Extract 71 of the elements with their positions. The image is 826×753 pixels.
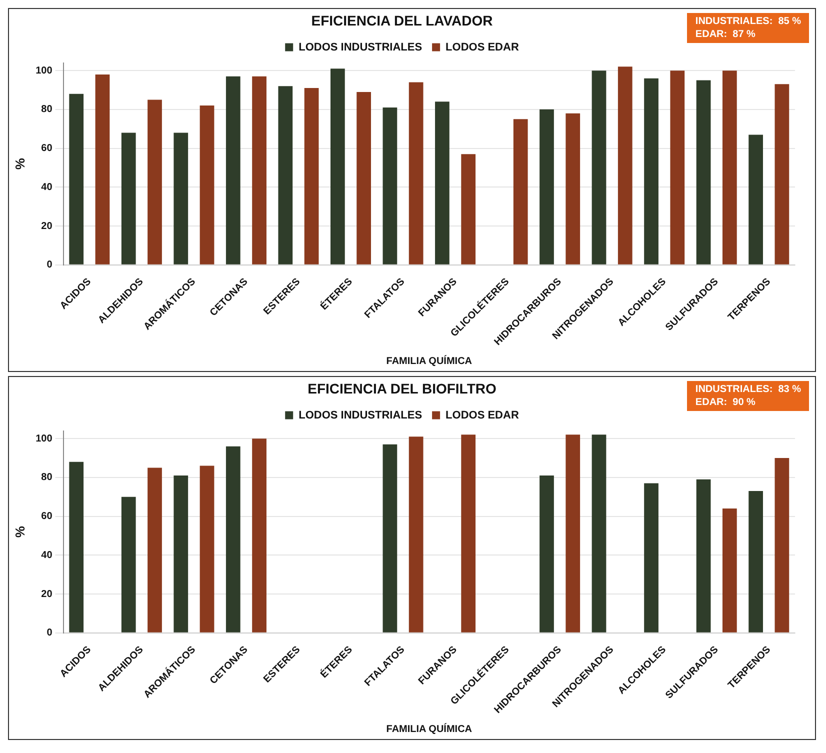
bar: [69, 94, 84, 264]
bar: [592, 434, 606, 632]
bar: [148, 100, 162, 264]
legend-label: LODOS EDAR: [446, 41, 519, 54]
x-axis-title: FAMILIA QUÍMICA: [386, 354, 472, 367]
y-tick-label: 40: [41, 182, 53, 193]
y-tick-label: 100: [36, 433, 53, 444]
bar: [278, 86, 293, 264]
text: INDUSTRIALES: 85 %: [695, 15, 801, 28]
bar: [226, 76, 240, 264]
text: EDAR: 90 %: [695, 396, 756, 409]
bar: [148, 468, 162, 632]
bar: [408, 82, 424, 264]
bar: [408, 436, 424, 632]
x-axis-title: FAMILIA QUÍMICA: [386, 722, 472, 735]
bar: [748, 491, 763, 632]
bar: [644, 78, 658, 264]
bar: [226, 446, 240, 632]
bar: [696, 479, 711, 632]
bar: [540, 109, 554, 264]
bar: [69, 462, 84, 632]
bar: [356, 92, 371, 264]
y-tick-label: 20: [41, 220, 53, 232]
bar: [722, 70, 737, 264]
bar: [200, 466, 214, 632]
y-tick-label: 40: [41, 550, 53, 561]
y-tick-label: 0: [46, 628, 53, 639]
bar: [252, 76, 266, 264]
bar: [382, 444, 398, 632]
bar: [330, 68, 345, 264]
bar: [644, 483, 658, 632]
text: INDUSTRIALES: 83 %: [695, 383, 801, 396]
bar: [200, 106, 214, 264]
y-tick-label: 80: [41, 104, 53, 116]
legend-label: LODOS INDUSTRIALES: [298, 41, 422, 54]
y-tick-label: 60: [41, 143, 53, 154]
legend-label: LODOS INDUSTRIALES: [298, 409, 422, 422]
bar: [121, 132, 136, 264]
bar: [435, 102, 450, 264]
y-tick-label: 80: [41, 472, 53, 484]
legend-label: LODOS EDAR: [446, 409, 519, 422]
y-axis-title: %: [12, 526, 28, 538]
bar: [304, 88, 319, 264]
bar: [566, 434, 580, 632]
bar: [722, 508, 737, 632]
y-tick-label: 100: [36, 65, 53, 76]
bar: [774, 84, 790, 264]
bar: [618, 66, 632, 264]
bar: [592, 70, 606, 264]
bar: [513, 119, 528, 264]
y-tick-label: 0: [46, 260, 53, 271]
text: EDAR: 87 %: [695, 28, 756, 41]
bar: [670, 70, 685, 264]
bar: [461, 434, 476, 632]
bar: [774, 458, 790, 632]
bar: [252, 438, 266, 632]
bar: [540, 475, 554, 632]
y-tick-label: 20: [41, 588, 53, 600]
bar: [174, 132, 188, 264]
y-axis-title: %: [12, 158, 28, 170]
bar: [696, 80, 711, 264]
chart-title: EFICIENCIA DEL BIOFILTRO: [308, 380, 496, 396]
bar: [121, 496, 136, 632]
bar: [748, 134, 763, 264]
bar: [461, 154, 476, 264]
bar: [95, 74, 110, 264]
bar: [382, 107, 398, 264]
bar: [174, 475, 188, 632]
chart-title: EFICIENCIA DEL LAVADOR: [311, 12, 493, 28]
bar: [566, 113, 580, 264]
y-tick-label: 60: [41, 511, 53, 522]
